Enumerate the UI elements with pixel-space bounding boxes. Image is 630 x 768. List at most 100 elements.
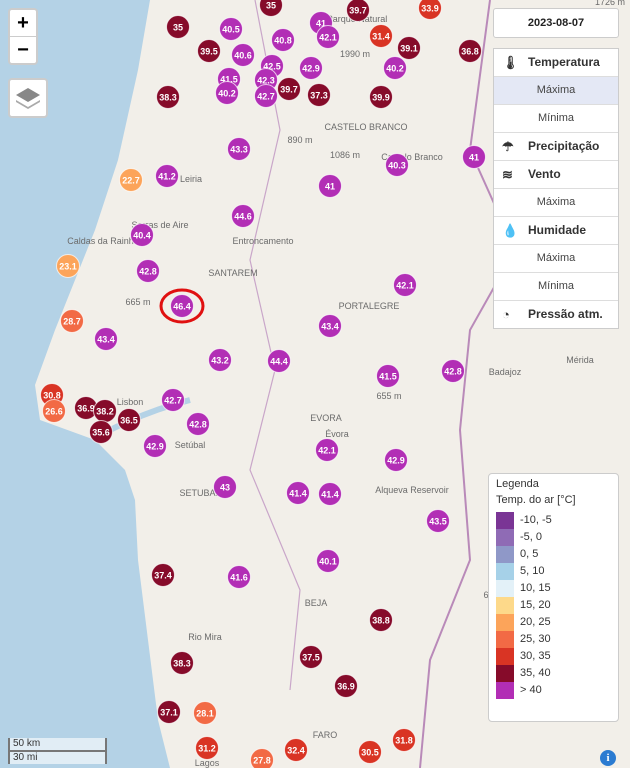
marker-dot bbox=[254, 84, 278, 108]
station-marker[interactable]: 31.2 bbox=[195, 736, 219, 760]
station-marker[interactable]: 32.4 bbox=[284, 738, 308, 762]
marker-dot bbox=[318, 174, 342, 198]
date[interactable]: 2023-08-07 bbox=[493, 8, 619, 38]
station-marker[interactable]: 43.2 bbox=[208, 348, 232, 372]
legend-item: 25, 30 bbox=[496, 631, 551, 648]
variable-option[interactable]: Mínima bbox=[494, 273, 618, 301]
station-marker[interactable]: 44.4 bbox=[267, 349, 291, 373]
variable-group[interactable]: ≋ Vento bbox=[494, 161, 618, 189]
variable-option[interactable]: Mínima bbox=[494, 105, 618, 133]
marker-value: 35.6 bbox=[92, 428, 110, 438]
marker-dot bbox=[119, 168, 143, 192]
station-marker[interactable]: 37.5 bbox=[299, 645, 323, 669]
marker-dot bbox=[155, 164, 179, 188]
station-marker[interactable]: 42.7 bbox=[254, 84, 278, 108]
station-marker[interactable]: 39.7 bbox=[277, 77, 301, 101]
place-label: Lagos bbox=[195, 758, 220, 768]
station-marker[interactable]: 40.4 bbox=[130, 223, 154, 247]
station-marker[interactable]: 40.1 bbox=[316, 549, 340, 573]
marker-value: 31.2 bbox=[198, 744, 216, 754]
station-marker[interactable]: 38.2 bbox=[93, 399, 117, 423]
station-marker[interactable]: 42.9 bbox=[143, 434, 167, 458]
legend-swatch bbox=[496, 665, 514, 682]
station-marker[interactable]: 41.6 bbox=[227, 565, 251, 589]
station-marker[interactable]: 37.1 bbox=[157, 700, 181, 724]
layers-button[interactable] bbox=[8, 78, 48, 118]
station-marker[interactable]: 31.4 bbox=[369, 24, 393, 48]
variable-group[interactable]: 💧 Humidade bbox=[494, 217, 618, 245]
station-marker[interactable]: 40.2 bbox=[215, 81, 239, 105]
station-marker[interactable]: 35.6 bbox=[89, 420, 113, 444]
station-marker[interactable]: 42.7 bbox=[161, 388, 185, 412]
station-marker[interactable]: 26.6 bbox=[42, 399, 66, 423]
station-marker[interactable]: 30.5 bbox=[358, 740, 382, 764]
station-marker[interactable]: 39.5 bbox=[197, 39, 221, 63]
station-marker[interactable]: 43.4 bbox=[94, 327, 118, 351]
station-marker[interactable]: 41.4 bbox=[318, 482, 342, 506]
legend-item: -5, 0 bbox=[496, 529, 542, 546]
station-marker[interactable]: 28.7 bbox=[60, 309, 84, 333]
station-marker[interactable]: 41.4 bbox=[286, 481, 310, 505]
station-marker[interactable]: 28.1 bbox=[193, 701, 217, 725]
zoom-in[interactable]: + bbox=[10, 10, 36, 37]
station-marker[interactable]: 43.3 bbox=[227, 137, 251, 161]
legend-swatch bbox=[496, 682, 514, 699]
station-marker[interactable]: 42.8 bbox=[186, 412, 210, 436]
station-marker[interactable]: 42.1 bbox=[315, 438, 339, 462]
station-marker[interactable]: 38.8 bbox=[369, 608, 393, 632]
station-marker[interactable]: 46.4 bbox=[170, 294, 194, 318]
station-marker[interactable]: 39.9 bbox=[369, 85, 393, 109]
legend-label: -5, 0 bbox=[520, 531, 543, 543]
station-marker[interactable]: 42.1 bbox=[316, 25, 340, 49]
station-marker[interactable]: 39.7 bbox=[346, 0, 370, 22]
station-marker[interactable]: 36.5 bbox=[117, 408, 141, 432]
station-marker[interactable]: 40.8 bbox=[271, 28, 295, 52]
station-marker[interactable]: 35 bbox=[259, 0, 283, 17]
variable-option[interactable]: Máxima bbox=[494, 77, 618, 105]
station-marker[interactable]: 40.2 bbox=[383, 56, 407, 80]
place-label: Badajoz bbox=[489, 367, 522, 377]
station-marker[interactable]: 33.9 bbox=[418, 0, 442, 20]
marker-value: 42.3 bbox=[257, 76, 275, 86]
marker-dot bbox=[231, 204, 255, 228]
zoom-out[interactable]: − bbox=[17, 39, 29, 61]
station-marker[interactable]: 40.6 bbox=[231, 43, 255, 67]
variable-label: Precipitação bbox=[528, 139, 600, 153]
station-marker[interactable]: 38.3 bbox=[170, 651, 194, 675]
station-marker[interactable]: 42.8 bbox=[441, 359, 465, 383]
marker-dot bbox=[358, 740, 382, 764]
station-marker[interactable]: 36.9 bbox=[334, 674, 358, 698]
variable-option[interactable]: Máxima bbox=[494, 189, 618, 217]
station-marker[interactable]: 40.5 bbox=[219, 17, 243, 41]
station-marker[interactable]: 42.8 bbox=[136, 259, 160, 283]
info-button[interactable]: i bbox=[600, 750, 616, 766]
variable-group[interactable]: ◔ Pressão atm. bbox=[494, 301, 618, 328]
station-marker[interactable]: 35 bbox=[166, 15, 190, 39]
variable-group[interactable]: 🌡 Temperatura bbox=[494, 49, 618, 77]
station-marker[interactable]: 40.3 bbox=[385, 153, 409, 177]
station-marker[interactable]: 31.8 bbox=[392, 728, 416, 752]
place-label: SANTAREM bbox=[208, 268, 257, 278]
station-marker[interactable]: 42.9 bbox=[299, 56, 323, 80]
marker-value: 43 bbox=[220, 483, 230, 493]
station-marker[interactable]: 38.3 bbox=[156, 85, 180, 109]
station-marker[interactable]: 44.6 bbox=[231, 204, 255, 228]
station-marker[interactable]: 43 bbox=[213, 475, 237, 499]
station-marker[interactable]: 43.4 bbox=[318, 314, 342, 338]
station-marker[interactable]: 43.5 bbox=[426, 509, 450, 533]
station-marker[interactable]: 37.4 bbox=[151, 563, 175, 587]
station-marker[interactable]: 36.8 bbox=[458, 39, 482, 63]
variable-group[interactable]: ☂ Precipitação bbox=[494, 133, 618, 161]
station-marker[interactable]: 41 bbox=[462, 145, 486, 169]
station-marker[interactable]: 23.1 bbox=[56, 254, 80, 278]
station-marker[interactable]: 39.1 bbox=[397, 36, 421, 60]
station-marker[interactable]: 41 bbox=[318, 174, 342, 198]
station-marker[interactable]: 37.3 bbox=[307, 83, 331, 107]
station-marker[interactable]: 27.8 bbox=[250, 748, 274, 768]
station-marker[interactable]: 41.2 bbox=[155, 164, 179, 188]
variable-option[interactable]: Máxima bbox=[494, 245, 618, 273]
station-marker[interactable]: 42.1 bbox=[393, 273, 417, 297]
station-marker[interactable]: 42.9 bbox=[384, 448, 408, 472]
station-marker[interactable]: 22.7 bbox=[119, 168, 143, 192]
station-marker[interactable]: 41.5 bbox=[376, 364, 400, 388]
